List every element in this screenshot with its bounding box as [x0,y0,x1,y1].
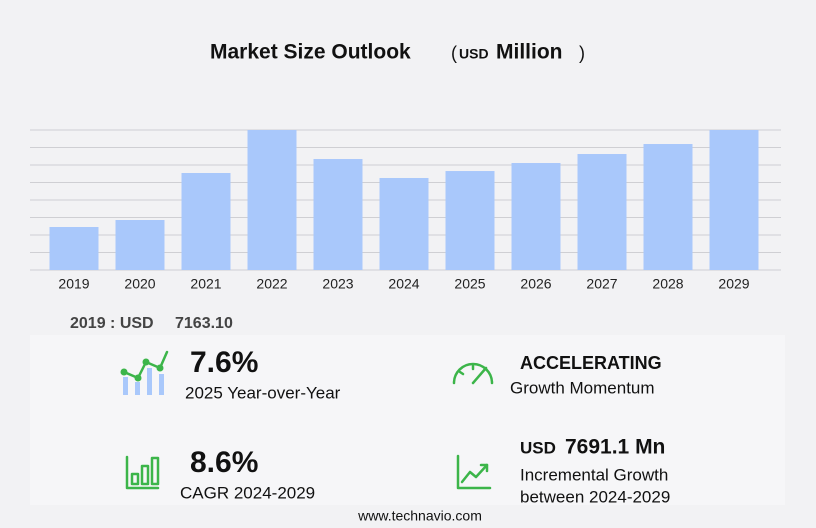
bar [577,154,627,270]
kpi-prefix: USD [520,438,556,457]
kpi-value: 8.6% [190,446,258,479]
chart-title: Market Size Outlook [210,41,411,64]
unit-prefix: USD [459,46,489,62]
icon-incremental [456,454,492,490]
x-tick-label: 2024 [388,276,419,292]
bar [379,177,429,270]
kpi-value: ACCELERATING [520,353,662,373]
x-tick-label: 2025 [454,276,485,292]
x-tick-label: 2029 [718,276,749,292]
kpi-label: CAGR 2024-2029 [180,483,315,502]
bar [115,220,165,270]
icon-gauge [452,362,494,385]
bar [445,171,495,270]
base-label: 2019 : USD [70,315,154,332]
bar [643,144,693,270]
kpi-label: between 2024-2029 [520,487,670,506]
unit-open: ( [451,43,457,63]
kpi-panel [30,335,785,505]
x-tick-label: 2022 [256,276,287,292]
kpi-label: 2025 Year-over-Year [185,383,341,402]
plot: 2019 2020 2021 2022 2023 2024 2025 2026 2027 2028… [30,129,781,292]
x-tick-label: 2026 [520,276,551,292]
kpi-value: 7691.1 Mn [565,436,665,459]
icon-cagr [125,455,160,490]
bar [511,163,561,270]
x-tick-label: 2019 [58,276,89,292]
kpi-label: Growth Momentum [510,378,655,397]
x-tick-label: 2023 [322,276,353,292]
x-tick-label: 2028 [652,276,683,292]
unit: Million [496,41,563,64]
x-tick-label: 2021 [190,276,221,292]
footer: www.technavio.com [357,508,482,524]
x-tick-label: 2027 [586,276,617,292]
bar [247,130,297,270]
bar [709,130,759,270]
icon-growth [120,350,169,395]
unit-close: ) [579,43,585,63]
x-tick-label: 2020 [124,276,155,292]
bar [313,159,363,270]
kpi-value: 7.6% [190,346,258,379]
base-value: 7163.10 [175,315,233,332]
bar [181,173,231,270]
bar [49,227,99,270]
kpi-label: Incremental Growth [520,465,668,484]
